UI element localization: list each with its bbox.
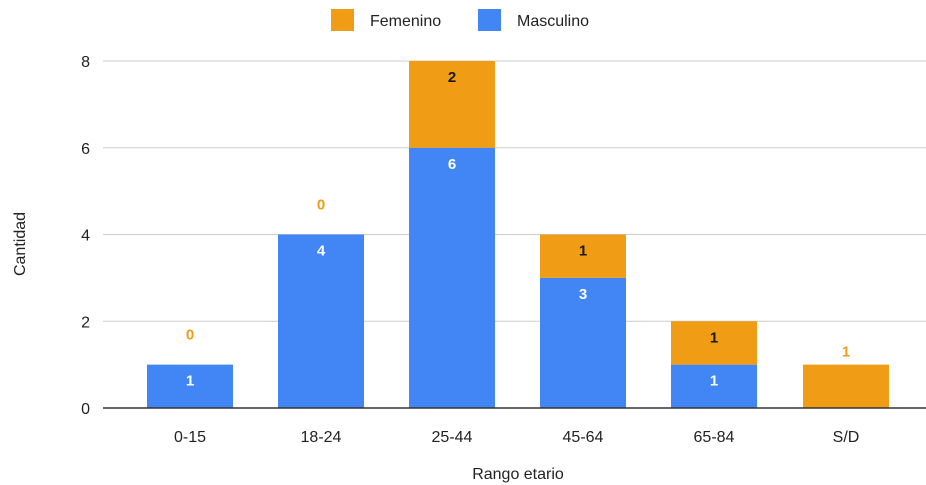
y-tick-label: 6 <box>81 141 90 158</box>
legend-swatch-masculino <box>478 9 501 31</box>
legend-label-masculino: Masculino <box>517 13 589 30</box>
data-label-masculino: 6 <box>448 156 456 173</box>
data-label-femenino: 0 <box>317 197 325 214</box>
data-label-femenino: 1 <box>579 243 587 260</box>
y-tick-label: 4 <box>81 228 90 245</box>
x-tick-label: 65-84 <box>694 429 735 446</box>
data-labels: 1 0 4 0 6 2 3 1 1 1 0 1 <box>186 69 850 433</box>
bar-femenino <box>409 61 495 148</box>
legend: Femenino Masculino <box>331 9 589 31</box>
x-tick-label: S/D <box>833 429 860 446</box>
bar-masculino <box>278 234 364 408</box>
x-tick-label: 25-44 <box>432 429 473 446</box>
x-tick-label: 0-15 <box>174 429 206 446</box>
y-tick-label: 2 <box>81 314 90 331</box>
bars <box>147 61 889 408</box>
data-label-masculino: 0 <box>842 416 850 433</box>
data-label-masculino: 1 <box>186 373 194 390</box>
gridlines <box>103 60 926 322</box>
legend-label-femenino: Femenino <box>370 13 441 30</box>
x-axis-ticks: 0-15 18-24 25-44 45-64 65-84 S/D <box>174 429 859 446</box>
bar-femenino <box>671 321 757 365</box>
data-label-femenino: 1 <box>710 329 718 346</box>
legend-swatch-femenino <box>331 9 354 31</box>
y-axis-title: Cantidad <box>12 212 29 276</box>
data-label-masculino: 3 <box>579 286 587 303</box>
y-tick-label: 0 <box>81 401 90 418</box>
data-label-femenino: 2 <box>448 69 456 86</box>
bar-masculino <box>540 277 626 408</box>
x-tick-label: 45-64 <box>563 429 604 446</box>
x-tick-label: 18-24 <box>301 429 342 446</box>
data-label-masculino: 1 <box>710 373 718 390</box>
x-axis-title: Rango etario <box>472 466 564 483</box>
bar-femenino <box>540 234 626 278</box>
bar-femenino <box>803 364 889 408</box>
y-axis-ticks: 0 2 4 6 8 <box>81 54 90 418</box>
y-tick-label: 8 <box>81 54 90 71</box>
bar-masculino <box>147 364 233 408</box>
data-label-femenino: 1 <box>842 344 850 361</box>
bar-masculino <box>409 147 495 408</box>
data-label-femenino: 0 <box>186 327 194 344</box>
data-label-masculino: 4 <box>317 243 326 260</box>
bar-masculino <box>671 364 757 408</box>
